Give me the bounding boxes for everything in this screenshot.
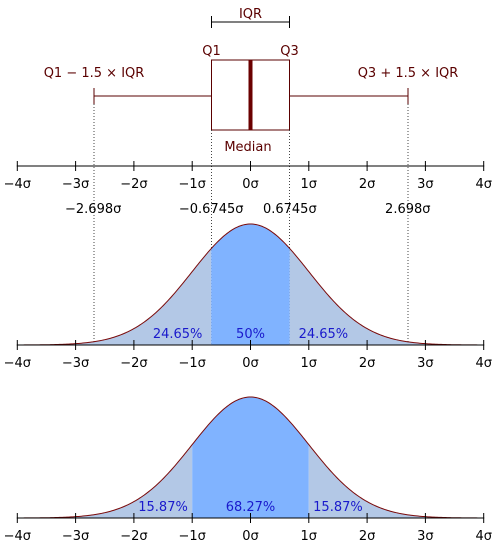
quartile-value-label: −0.6745σ: [179, 202, 244, 217]
quartile-value-label: 0.6745σ: [263, 202, 317, 217]
normal-curve-line: [17, 223, 484, 346]
normal-curve-line: [17, 396, 484, 519]
quartile-value-label: −2.698σ: [65, 202, 121, 217]
axis-tick-label: 3σ: [417, 177, 434, 192]
axis-tick-label: −2σ: [120, 529, 147, 544]
axis-tick-label: −3σ: [62, 529, 89, 544]
axis-tick-label: −2σ: [120, 177, 147, 192]
percent-label: 24.65%: [153, 327, 203, 342]
axis-tick-label: 1σ: [301, 177, 318, 192]
shaded-region-tail: [308, 444, 484, 518]
axis-tick-label: 3σ: [417, 356, 434, 371]
sigma-axis-middle: −4σ −3σ −2σ −1σ 0σ 1σ 2σ 3σ 4σ: [4, 340, 492, 371]
lower-whisker-label: Q1 − 1.5 × IQR: [44, 66, 145, 81]
axis-tick-label: 0σ: [242, 529, 259, 544]
sigma-axis-top: −4σ −3σ −2σ −1σ 0σ 1σ 2σ 3σ 4σ: [4, 161, 492, 192]
shaded-region-tail: [289, 248, 484, 345]
axis-tick-label: 2σ: [359, 529, 376, 544]
normal-curve-quartiles: 24.65% 50% 24.65%: [17, 223, 484, 346]
axis-tick-label: −4σ: [4, 356, 31, 371]
percent-label: 15.87%: [313, 500, 363, 515]
axis-tick-label: 2σ: [359, 356, 376, 371]
axis-tick-label: −2σ: [120, 356, 147, 371]
shaded-region-tail: [17, 444, 193, 518]
percent-label: 24.65%: [299, 327, 349, 342]
axis-tick-label: 2σ: [359, 177, 376, 192]
median-label: Median: [224, 140, 271, 155]
axis-tick-label: 1σ: [301, 356, 318, 371]
iqr-label: IQR: [239, 7, 262, 22]
axis-tick-label: 4σ: [475, 529, 492, 544]
quartile-value-label: 2.698σ: [385, 202, 430, 217]
axis-tick-label: 1σ: [301, 529, 318, 544]
axis-tick-label: −3σ: [62, 356, 89, 371]
axis-tick-label: −1σ: [178, 529, 205, 544]
quartile-value-labels: −2.698σ −0.6745σ 0.6745σ 2.698σ: [65, 202, 431, 217]
guide-lines: [93, 104, 409, 345]
axis-tick-label: −4σ: [4, 529, 31, 544]
percent-label: 50%: [236, 327, 265, 342]
axis-tick-label: 0σ: [242, 177, 259, 192]
normal-curve-sigma: 15.87% 68.27% 15.87%: [17, 396, 484, 519]
upper-whisker-label: Q3 + 1.5 × IQR: [358, 66, 459, 81]
axis-tick-label: −3σ: [62, 177, 89, 192]
axis-tick-label: −1σ: [178, 177, 205, 192]
axis-tick-label: 3σ: [417, 529, 434, 544]
sigma-axis-bottom: −4σ −3σ −2σ −1σ 0σ 1σ 2σ 3σ 4σ: [4, 513, 492, 544]
axis-tick-label: −4σ: [4, 177, 31, 192]
axis-tick-label: −1σ: [178, 356, 205, 371]
axis-tick-label: 0σ: [242, 356, 259, 371]
shaded-region-center: [211, 224, 290, 345]
axis-tick-label: 4σ: [475, 177, 492, 192]
percent-label: 68.27%: [226, 500, 276, 515]
percent-label: 15.87%: [138, 500, 188, 515]
q1-label: Q1: [202, 44, 221, 59]
axis-tick-label: 4σ: [475, 356, 492, 371]
shaded-region-center: [192, 397, 309, 518]
shaded-region-tail: [17, 248, 212, 345]
q3-label: Q3: [280, 44, 299, 59]
boxplot: IQR Q1 Q3 Q1 − 1.5 × IQR Q3 + 1.5 × IQR …: [44, 7, 459, 155]
